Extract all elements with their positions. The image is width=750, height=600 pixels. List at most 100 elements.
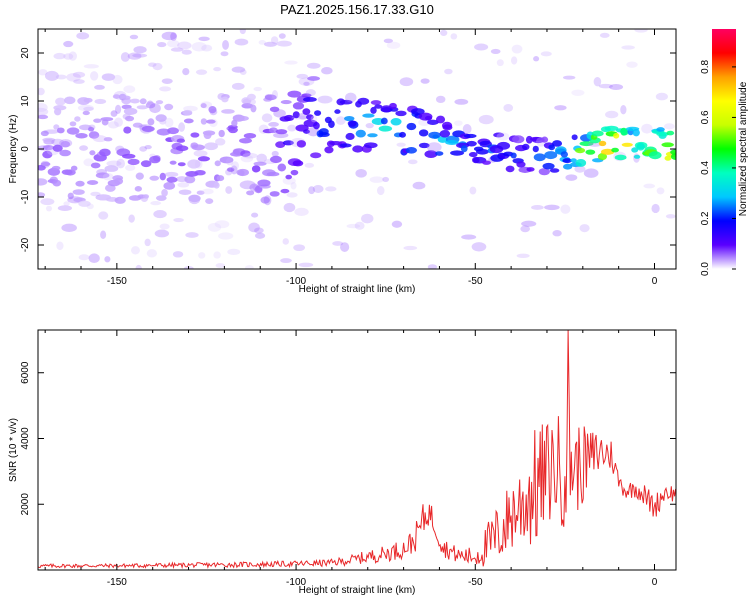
heatmap-cell	[598, 140, 607, 147]
heatmap-cell	[258, 40, 266, 45]
heatmap-cell	[55, 97, 66, 106]
heatmap-cell	[666, 130, 675, 136]
heatmap-cell	[200, 118, 207, 125]
heatmap-cell	[600, 148, 615, 155]
heatmap-cell	[201, 188, 214, 195]
heatmap-cell	[225, 186, 233, 194]
heatmap-cell	[363, 142, 378, 149]
heatmap-cell	[268, 122, 280, 127]
heatmap-cell	[510, 56, 518, 65]
heatmap-cell	[203, 131, 212, 140]
heatmap-cell	[159, 119, 167, 125]
heatmap-cell	[370, 100, 382, 105]
heatmap-cell	[621, 142, 633, 147]
heatmap-cell	[98, 211, 109, 220]
heatmap-cell	[254, 232, 266, 239]
heatmap-cell	[128, 214, 135, 223]
heatmap-cell	[136, 105, 149, 110]
heatmap-cell	[328, 120, 335, 128]
heatmap-cell	[53, 124, 60, 130]
heatmap-cell	[208, 105, 217, 114]
heatmap-cell	[334, 109, 341, 114]
heatmap-cell	[440, 29, 448, 36]
heatmap-cell	[579, 224, 590, 233]
heatmap-cell	[100, 230, 107, 240]
heatmap-cell	[386, 41, 401, 49]
heatmap-cell	[52, 179, 62, 187]
heatmap-cell	[251, 212, 259, 218]
heatmap-cell	[503, 103, 514, 112]
heatmap-cell	[161, 78, 173, 84]
y-tick-label: 20	[20, 47, 31, 59]
heatmap-cell	[248, 222, 260, 233]
heatmap-cell	[125, 164, 136, 171]
heatmap-cell	[670, 153, 676, 161]
heatmap-cell	[144, 238, 151, 247]
snr-panel: -150 -100 -50 0 2000 4000 6000 Height of strai…	[8, 329, 677, 596]
heatmap-cell	[633, 154, 641, 159]
heatmap-cell	[269, 191, 280, 197]
heatmap-cell	[193, 150, 208, 157]
heatmap-cell	[406, 122, 417, 131]
heatmap-cell	[370, 106, 377, 114]
heatmap-cell	[156, 128, 171, 136]
heatmap-cell	[383, 38, 394, 44]
heatmap-cell	[332, 241, 344, 246]
heatmap-cell	[177, 162, 186, 167]
snr-x-axis-label: Height of straight line (km)	[299, 585, 416, 596]
heatmap-cell	[241, 103, 254, 109]
heatmap-cell	[194, 170, 206, 176]
heatmap-cell	[482, 160, 491, 165]
heatmap-cell	[418, 129, 429, 137]
heatmap-cell	[303, 81, 310, 86]
heatmap-cell	[389, 102, 397, 110]
heatmap-cell	[183, 118, 194, 124]
heatmap-cell	[478, 114, 494, 125]
x-tick-label: -50	[468, 276, 483, 287]
heatmap-cell	[284, 60, 298, 65]
heatmap-cell	[493, 132, 505, 138]
heatmap-cell	[92, 135, 107, 143]
heatmap-cell	[83, 106, 94, 111]
heatmap-cell	[86, 203, 94, 210]
heatmap-cell	[75, 133, 88, 139]
heatmap-cell	[587, 142, 602, 147]
heatmap-cell	[261, 113, 273, 123]
heatmap-cell	[120, 95, 131, 100]
heatmap-cell	[159, 172, 166, 181]
heatmap-cell	[88, 131, 100, 139]
heatmap-cell	[132, 122, 143, 128]
heatmap-cell	[444, 68, 453, 75]
heatmap-cell	[461, 234, 477, 240]
heatmap-cell	[235, 115, 249, 122]
heatmap-cell	[135, 264, 142, 269]
heatmap-cell	[670, 149, 676, 155]
heatmap-cell	[270, 155, 282, 164]
heatmap-cell	[531, 137, 545, 144]
heatmap-cell	[427, 264, 438, 269]
heatmap-cell	[365, 122, 374, 129]
heatmap-cell	[194, 159, 203, 169]
heatmap-cell	[626, 61, 638, 68]
heatmap-cell	[435, 115, 446, 124]
heatmap-cell	[544, 204, 560, 211]
heatmap-cell	[420, 78, 430, 84]
heatmap-cell	[68, 51, 77, 61]
heatmap-cell	[201, 44, 213, 52]
heatmap-cell	[78, 254, 90, 261]
y-tick-label: 10	[20, 95, 31, 107]
heatmap-cell	[66, 127, 80, 135]
heatmap-cell	[83, 64, 99, 69]
heatmap-cell	[268, 127, 278, 134]
heatmap-cell	[93, 118, 102, 123]
heatmap-cell	[634, 29, 648, 33]
heatmap-cell	[70, 165, 78, 171]
heatmap-cell	[145, 101, 156, 109]
heatmap-cell	[221, 109, 235, 114]
heatmap-cell	[182, 67, 190, 76]
heatmap-cell	[552, 140, 563, 147]
heatmap-cell	[599, 32, 610, 38]
heatmap-cell	[164, 103, 174, 111]
heatmap-cell	[74, 116, 81, 122]
heatmap-cell	[172, 251, 184, 258]
